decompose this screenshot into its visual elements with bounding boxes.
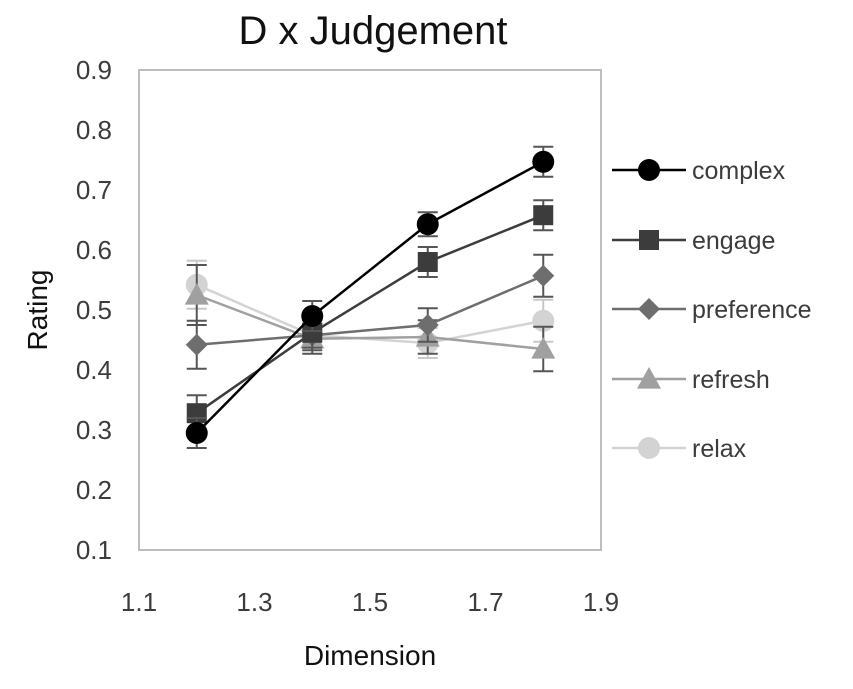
data-point <box>416 213 439 236</box>
series-line <box>196 274 544 347</box>
legend-label: relax <box>692 435 747 463</box>
data-point <box>531 337 556 359</box>
data-point <box>532 150 555 173</box>
series-complex <box>185 145 555 449</box>
series-refresh <box>184 264 556 373</box>
x-axis-label: Dimension <box>304 640 436 671</box>
y-axis-ticks: 0.1 0.2 0.3 0.4 0.5 0.6 0.7 0.8 0.9 <box>76 55 112 565</box>
data-point <box>185 422 208 444</box>
x-tick-label: 1.3 <box>236 587 272 617</box>
legend-item-engage: engage <box>612 227 775 255</box>
y-tick-label: 0.1 <box>76 535 112 565</box>
y-tick-label: 0.5 <box>76 295 112 325</box>
y-tick-label: 0.8 <box>76 115 112 145</box>
data-point <box>416 314 439 336</box>
y-tick-label: 0.7 <box>76 175 112 205</box>
y-tick-label: 0.3 <box>76 415 112 445</box>
legend-label: complex <box>692 157 786 185</box>
series-engage <box>186 199 554 433</box>
series-layer <box>184 145 556 449</box>
data-point <box>302 322 323 343</box>
series-line <box>195 160 544 434</box>
y-axis-label: Rating <box>22 270 53 351</box>
data-point <box>532 264 555 287</box>
legend-label: engage <box>692 227 775 255</box>
data-point <box>185 333 208 356</box>
legend: complex engage preference refresh relax <box>612 157 812 463</box>
legend-item-complex: complex <box>612 157 786 185</box>
plot-frame <box>138 69 602 551</box>
data-point <box>533 205 554 226</box>
data-point <box>638 437 660 459</box>
legend-item-refresh: refresh <box>612 366 770 394</box>
legend-item-relax: relax <box>612 435 747 463</box>
data-point <box>301 305 324 327</box>
x-tick-label: 1.7 <box>467 587 503 617</box>
x-tick-label: 1.9 <box>583 587 619 617</box>
data-point <box>638 159 660 181</box>
x-axis-ticks: 1.1 1.3 1.5 1.7 1.9 <box>121 587 619 617</box>
y-tick-label: 0.4 <box>76 355 112 385</box>
data-point <box>639 230 659 250</box>
x-tick-label: 1.5 <box>352 587 388 617</box>
legend-label: preference <box>692 296 812 324</box>
legend-item-preference: preference <box>612 296 812 324</box>
data-point <box>638 298 660 320</box>
data-point <box>184 283 209 305</box>
y-tick-label: 0.9 <box>76 55 112 85</box>
data-point <box>637 367 661 389</box>
chart-title: D x Judgement <box>238 9 507 53</box>
x-tick-label: 1.1 <box>121 587 157 617</box>
series-line <box>196 293 544 351</box>
y-tick-label: 0.2 <box>76 475 112 505</box>
legend-label: refresh <box>692 366 770 394</box>
data-point <box>417 252 438 272</box>
y-tick-label: 0.6 <box>76 235 112 265</box>
